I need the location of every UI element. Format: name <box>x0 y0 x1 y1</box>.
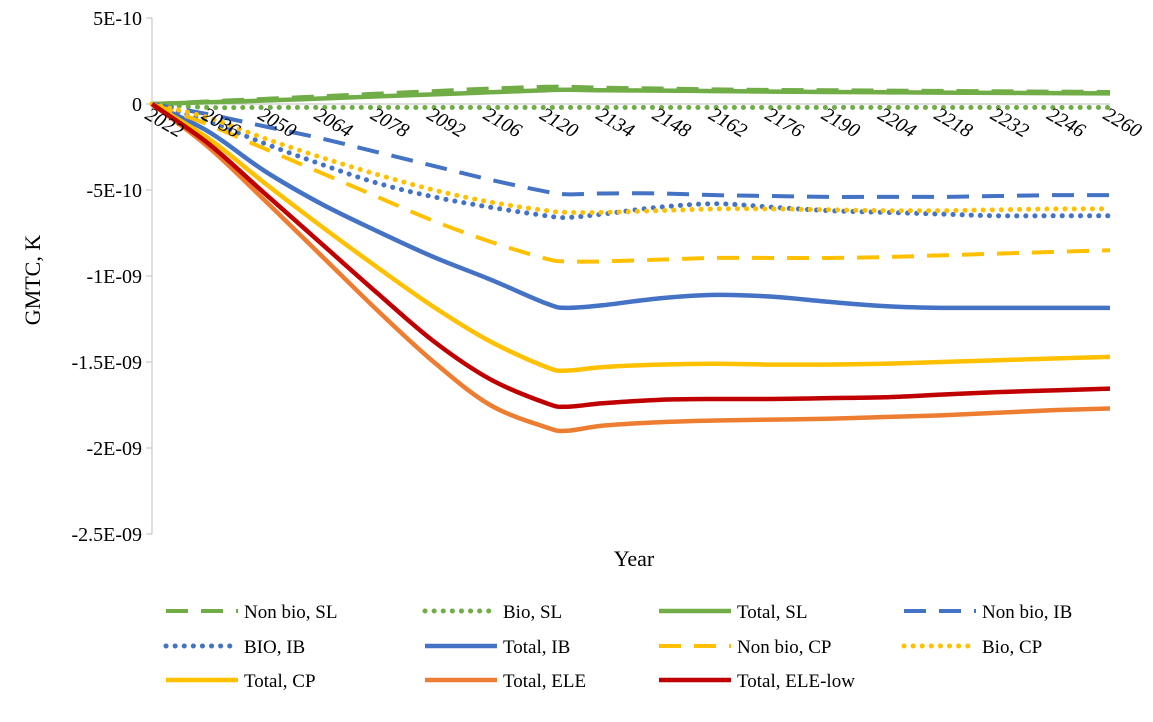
series-line-non-bio-ib <box>151 102 1111 199</box>
y-tick-label: -1.5E-09 <box>71 352 142 374</box>
legend-entry-label: Non bio, SL <box>244 602 337 623</box>
legend-entry-label: Total, CP <box>244 671 316 692</box>
series-line-non-bio-cp <box>151 102 1111 264</box>
legend-entry-label: Total, ELE-low <box>737 671 855 692</box>
y-axis-title: GMTC, K <box>20 235 45 326</box>
legend-entry-label: Bio, SL <box>503 602 562 623</box>
y-axis-ticks: 5E-10 0 -5E-10 -1E-09 -1.5E-09 -2E-09 -2.5E-09 <box>71 8 152 546</box>
legend-entry-label: Non bio, IB <box>982 602 1072 623</box>
y-tick-label: -5E-10 <box>86 180 142 202</box>
x-tick-label: 2064 <box>311 103 357 142</box>
x-tick-label: 2190 <box>818 103 864 142</box>
x-axis-title: Year <box>614 546 655 571</box>
x-tick-label: 2120 <box>536 103 582 142</box>
series-line-total-cp <box>150 102 1111 374</box>
legend-entry-label: Total, ELE <box>503 671 586 692</box>
series-line-total-ele <box>150 102 1111 434</box>
series-line-bio-cp <box>149 101 1113 216</box>
y-tick-label: 0 <box>132 94 142 116</box>
x-tick-label: 2106 <box>480 103 526 142</box>
legend-entry-label: Total, IB <box>503 637 570 658</box>
series-line-total-sl <box>151 87 1111 107</box>
x-tick-label: 2260 <box>1100 103 1146 142</box>
y-tick-label: -2.5E-09 <box>71 524 142 546</box>
series-line-total-ele-low <box>150 102 1111 410</box>
legend-entry-label: Non bio, CP <box>737 637 832 658</box>
legend-entry-label: Bio, CP <box>982 637 1042 658</box>
x-tick-label: 2176 <box>761 103 807 142</box>
series-line-bio-sl <box>149 101 1113 111</box>
y-tick-label: 5E-10 <box>93 8 142 30</box>
series-line-bio-ib <box>149 101 1113 221</box>
y-tick-label: -1E-09 <box>86 266 142 288</box>
x-tick-label: 2134 <box>592 103 638 142</box>
series-line-total-ib <box>151 101 1110 311</box>
x-tick-label: 2204 <box>874 103 920 142</box>
x-tick-label: 2050 <box>254 103 300 142</box>
legend: Non bio, SL Bio, SL Total, SL Non bio, IB BI… <box>163 602 1072 692</box>
y-tick-label: -2E-09 <box>86 438 142 460</box>
legend-entry-label: BIO, IB <box>244 637 305 658</box>
series-lines <box>149 84 1113 434</box>
legend-entry-label: Total, SL <box>737 602 807 623</box>
